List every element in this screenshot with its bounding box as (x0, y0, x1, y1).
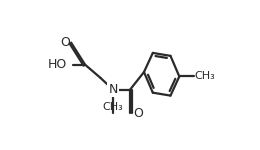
Text: CH₃: CH₃ (195, 71, 216, 81)
Text: HO: HO (48, 58, 67, 71)
Text: N: N (108, 83, 118, 96)
Text: O: O (133, 107, 143, 120)
Text: CH₃: CH₃ (103, 102, 124, 112)
Text: O: O (60, 36, 70, 49)
